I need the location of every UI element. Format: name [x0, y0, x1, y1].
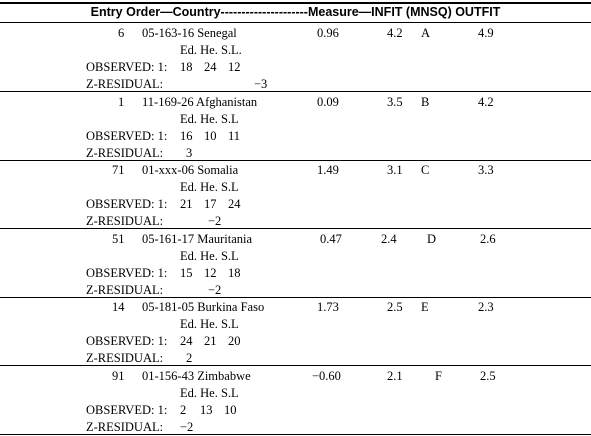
outfit-value: 2.5	[480, 368, 496, 383]
zresidual-value: −2	[208, 282, 222, 297]
grade-letter: F	[435, 368, 442, 383]
zresidual-value: −2	[180, 419, 194, 434]
grade-letter: C	[421, 163, 430, 177]
observed-value: 18	[228, 265, 241, 280]
observed-value: 11	[228, 128, 241, 143]
measure-value: 1.49	[317, 163, 339, 177]
outfit-value: 2.3	[478, 300, 494, 314]
row-separator	[0, 228, 591, 229]
entry-order: 91	[112, 368, 125, 383]
zresidual-value: 2	[186, 351, 193, 365]
item-codes: Ed. He. S.L.	[180, 43, 242, 57]
observed-value: 24	[228, 197, 241, 211]
grade-letter: A	[421, 26, 431, 40]
country-code: 05-181-05 Burkina Faso	[142, 300, 265, 314]
observed-value: 17	[204, 197, 217, 211]
observed-value: 2	[180, 402, 187, 417]
measure-value: 0.09	[317, 94, 339, 109]
outfit-value: 2.6	[480, 231, 496, 246]
row-separator	[0, 365, 591, 366]
observed-label: OBSERVED: 1:	[86, 197, 168, 211]
measure-value: −0.60	[312, 368, 341, 383]
observed-label: OBSERVED: 1:	[86, 60, 168, 74]
outfit-value: 4.9	[478, 26, 494, 40]
measure-value: 0.47	[320, 231, 342, 246]
zresidual-label: Z-RESIDUAL:	[86, 77, 164, 91]
zresidual-label: Z-RESIDUAL:	[86, 282, 164, 297]
zresidual-label: Z-RESIDUAL:	[86, 214, 164, 228]
observed-value: 13	[200, 402, 213, 417]
item-codes: Ed. He. S.L	[180, 317, 239, 331]
row-separator	[0, 296, 591, 298]
observed-label: OBSERVED: 1:	[86, 128, 168, 143]
entry-order: 6	[118, 26, 125, 40]
zresidual-label: Z-RESIDUAL:	[86, 419, 164, 434]
observed-value: 21	[180, 197, 193, 211]
infit-value: 3.1	[387, 163, 403, 177]
country-code: 05-161-17 Mauritania	[142, 231, 253, 246]
zresidual-value: −2	[208, 214, 222, 228]
country-code: 01-156-43 Zimbabwe	[142, 368, 251, 383]
grade-letter: B	[421, 94, 430, 109]
entry-order: 71	[112, 163, 125, 177]
item-codes: Ed. He. S.L	[180, 385, 239, 400]
observed-value: 12	[204, 265, 217, 280]
item-codes: Ed. He. S.L	[180, 180, 239, 194]
entry-order: 1	[118, 94, 125, 109]
observed-value: 24	[180, 334, 193, 348]
outfit-value: 3.3	[478, 163, 494, 177]
observed-value: 10	[204, 128, 217, 143]
row-separator	[0, 159, 591, 161]
observed-value: 16	[180, 128, 193, 143]
infit-value: 2.1	[387, 368, 403, 383]
table-header: Entry Order—Country---------------------…	[90, 5, 501, 19]
item-codes: Ed. He. S.L	[180, 248, 239, 263]
observed-value: 10	[224, 402, 237, 417]
observed-value: 15	[180, 265, 193, 280]
header-rule	[0, 22, 591, 23]
observed-label: OBSERVED: 1:	[86, 402, 168, 417]
zresidual-value: 3	[186, 145, 193, 160]
measure-value: 1.73	[317, 300, 339, 314]
observed-label: OBSERVED: 1:	[86, 334, 168, 348]
infit-value: 2.5	[387, 300, 403, 314]
infit-value: 4.2	[387, 26, 403, 40]
observed-label: OBSERVED: 1:	[86, 265, 168, 280]
observed-value: 20	[228, 334, 241, 348]
item-codes: Ed. He. S.L	[180, 111, 239, 126]
entry-order: 14	[112, 300, 125, 314]
bottom-rule	[0, 433, 591, 435]
country-code: 01-xxx-06 Somalia	[142, 163, 239, 177]
measure-value: 0.96	[317, 26, 339, 40]
country-code: 11-169-26 Afghanistan	[142, 94, 258, 109]
grade-letter: E	[421, 300, 429, 314]
outfit-value: 4.2	[478, 94, 494, 109]
row-separator	[0, 91, 591, 92]
infit-value: 2.4	[381, 231, 397, 246]
grade-letter: D	[427, 231, 437, 246]
observed-value: 24	[204, 60, 217, 74]
observed-value: 21	[204, 334, 217, 348]
country-code: 05-163-16 Senegal	[142, 26, 237, 40]
zresidual-label: Z-RESIDUAL:	[86, 145, 164, 160]
infit-value: 3.5	[387, 94, 403, 109]
observed-value: 18	[180, 60, 193, 74]
zresidual-value: −3	[254, 77, 268, 91]
observed-value: 12	[228, 60, 241, 74]
zresidual-label: Z-RESIDUAL:	[86, 351, 164, 365]
top-rule	[0, 2, 591, 4]
entry-order: 51	[112, 231, 125, 246]
